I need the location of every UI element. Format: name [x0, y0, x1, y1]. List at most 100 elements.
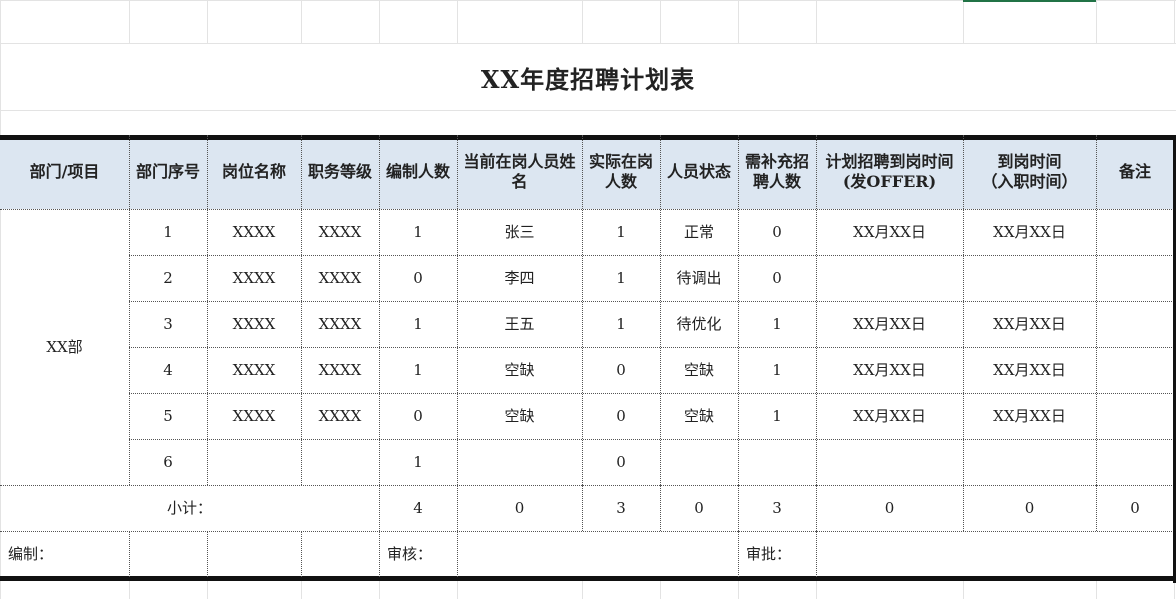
header-dept-seq[interactable]: 部门序号	[129, 135, 207, 209]
row-6-seq[interactable]: 6	[163, 452, 173, 471]
row-5-grade[interactable]: XXXX	[318, 406, 362, 425]
row-6-grade[interactable]	[301, 439, 379, 485]
row-1-grade[interactable]: XXXX	[318, 222, 362, 241]
row-6-status[interactable]	[660, 439, 738, 485]
header-current-staff[interactable]: 当前在岗人员姓名	[457, 135, 582, 209]
row-5-headcount[interactable]: 0	[413, 406, 423, 425]
subtotal-value-1[interactable]: 4	[413, 498, 423, 517]
reviewed-by-field[interactable]	[457, 531, 738, 577]
row-1-position[interactable]: XXXX	[232, 222, 276, 241]
subtotal-value-8[interactable]: 0	[1130, 498, 1140, 517]
header-grade[interactable]: 职务等级	[301, 135, 379, 209]
row-1-seq[interactable]: 1	[163, 222, 173, 241]
row-4-grade[interactable]: XXXX	[318, 360, 362, 379]
header-department[interactable]: 部门/项目	[0, 135, 129, 209]
prepared-by-field-3[interactable]	[301, 531, 379, 577]
row-1-actual-count[interactable]: 1	[616, 222, 626, 241]
subtotal-value-2[interactable]: 0	[514, 498, 525, 517]
row-2-headcount[interactable]: 0	[413, 268, 423, 287]
row-3-planned-date[interactable]: XX月XX日	[853, 314, 926, 333]
row-6-planned-date[interactable]	[816, 439, 963, 485]
reviewed-by-label[interactable]: 审核：	[387, 544, 433, 563]
header-to-recruit[interactable]: 需补充招聘人数	[738, 135, 816, 209]
row-5-planned-date[interactable]: XX月XX日	[853, 406, 926, 425]
row-3-grade[interactable]: XXXX	[318, 314, 362, 333]
table-border	[0, 485, 1174, 486]
row-3-status[interactable]: 待优化	[676, 314, 722, 333]
header-remarks[interactable]: 备注	[1096, 135, 1174, 209]
row-2-to-recruit[interactable]: 0	[772, 268, 782, 287]
header-actual-staff[interactable]: 实际在岗人数	[582, 135, 660, 209]
row-5-remarks[interactable]	[1096, 393, 1174, 439]
row-4-headcount[interactable]: 1	[413, 360, 423, 379]
row-4-position[interactable]: XXXX	[232, 360, 276, 379]
header-headcount[interactable]: 编制人数	[379, 135, 457, 209]
subtotal-value-3[interactable]: 3	[616, 498, 626, 517]
row-6-arrival-date[interactable]	[963, 439, 1096, 485]
row-4-status[interactable]: 空缺	[683, 360, 714, 379]
subtotal-value-4[interactable]: 0	[694, 498, 704, 517]
approved-by-label[interactable]: 审批：	[746, 544, 792, 563]
row-5-actual-count[interactable]: 0	[616, 406, 626, 425]
row-6-staff-name[interactable]	[457, 439, 582, 485]
row-5-status[interactable]: 空缺	[683, 406, 714, 425]
row-1-planned-date[interactable]: XX月XX日	[853, 222, 926, 241]
row-5-staff-name[interactable]: 空缺	[504, 406, 535, 425]
header-status[interactable]: 人员状态	[660, 135, 738, 209]
prepared-by-field-2[interactable]	[207, 531, 301, 577]
row-1-arrival-date[interactable]: XX月XX日	[993, 222, 1066, 241]
row-2-arrival-date[interactable]	[963, 255, 1096, 301]
row-2-planned-date[interactable]	[816, 255, 963, 301]
row-3-position[interactable]: XXXX	[232, 314, 276, 333]
row-4-seq[interactable]: 4	[163, 360, 173, 379]
row-6-to-recruit[interactable]	[738, 439, 816, 485]
row-2-staff-name[interactable]: 李四	[504, 268, 535, 287]
row-3-seq[interactable]: 3	[163, 314, 173, 333]
table-border	[207, 135, 208, 485]
row-2-position[interactable]: XXXX	[232, 268, 276, 287]
row-1-headcount[interactable]: 1	[413, 222, 423, 241]
row-2-grade[interactable]: XXXX	[318, 268, 362, 287]
row-6-position[interactable]	[207, 439, 301, 485]
prepared-by-label[interactable]: 编制：	[8, 544, 54, 563]
subtotal-value-7[interactable]: 0	[1024, 498, 1035, 517]
row-1-staff-name[interactable]: 张三	[504, 222, 535, 241]
row-1-status[interactable]: 正常	[683, 222, 714, 241]
row-3-remarks[interactable]	[1096, 301, 1174, 347]
row-5-to-recruit[interactable]: 1	[772, 406, 782, 425]
table-border	[129, 255, 1174, 256]
department-cell[interactable]: XX部	[46, 337, 83, 356]
row-6-remarks[interactable]	[1096, 439, 1174, 485]
row-2-actual-count[interactable]: 1	[616, 268, 626, 287]
row-3-to-recruit[interactable]: 1	[772, 314, 782, 333]
subtotal-value-5[interactable]: 3	[772, 498, 782, 517]
row-4-remarks[interactable]	[1096, 347, 1174, 393]
sheet-title[interactable]: XX年度招聘计划表	[480, 64, 696, 94]
row-2-status[interactable]: 待调出	[676, 268, 722, 287]
subtotal-label[interactable]: 小计：	[166, 498, 212, 517]
header-planned-date[interactable]: 计划招聘到岗时间(发OFFER)	[816, 135, 963, 209]
header-arrival-date[interactable]: 到岗时间 （入职时间）	[963, 135, 1096, 209]
row-4-arrival-date[interactable]: XX月XX日	[993, 360, 1066, 379]
row-4-to-recruit[interactable]: 1	[772, 360, 782, 379]
header-position[interactable]: 岗位名称	[207, 135, 301, 209]
row-1-remarks[interactable]	[1096, 209, 1174, 255]
row-3-headcount[interactable]: 1	[413, 314, 423, 333]
row-3-actual-count[interactable]: 1	[616, 314, 626, 333]
prepared-by-field-1[interactable]	[129, 531, 207, 577]
row-5-position[interactable]: XXXX	[232, 406, 276, 425]
subtotal-value-6[interactable]: 0	[884, 498, 895, 517]
row-6-headcount[interactable]: 1	[413, 452, 423, 471]
row-4-planned-date[interactable]: XX月XX日	[853, 360, 926, 379]
row-2-seq[interactable]: 2	[163, 268, 173, 287]
row-4-staff-name[interactable]: 空缺	[504, 360, 535, 379]
row-3-staff-name[interactable]: 王五	[504, 314, 535, 333]
row-1-to-recruit[interactable]: 0	[772, 222, 782, 241]
approved-by-field[interactable]	[816, 531, 1174, 577]
row-5-arrival-date[interactable]: XX月XX日	[993, 406, 1066, 425]
row-3-arrival-date[interactable]: XX月XX日	[993, 314, 1066, 333]
row-5-seq[interactable]: 5	[163, 406, 173, 425]
row-2-remarks[interactable]	[1096, 255, 1174, 301]
row-6-actual-count[interactable]: 0	[616, 452, 626, 471]
row-4-actual-count[interactable]: 0	[616, 360, 626, 379]
